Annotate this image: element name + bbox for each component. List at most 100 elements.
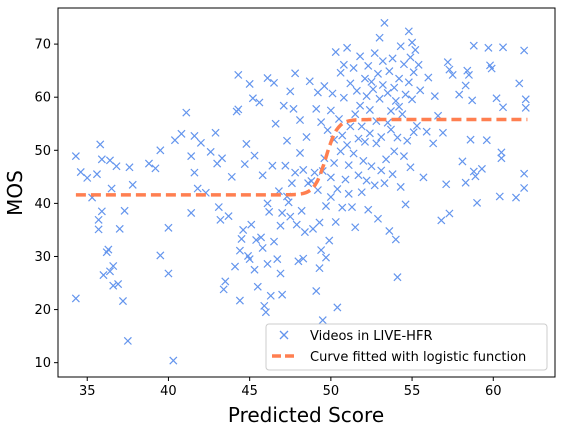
scatter-point — [370, 181, 379, 190]
scatter-point — [325, 236, 334, 245]
scatter-point — [234, 105, 243, 114]
scatter-point — [336, 68, 345, 77]
scatter-point — [344, 189, 353, 198]
y-tick-label: 40 — [34, 197, 51, 212]
scatter-point — [473, 198, 482, 207]
scatter-point — [390, 83, 399, 92]
scatter-point — [469, 41, 478, 50]
scatter-point — [362, 176, 371, 185]
scatter-point — [401, 200, 410, 209]
scatter-point — [295, 116, 305, 125]
scatter-point — [464, 70, 473, 79]
scatter-point — [445, 209, 454, 218]
scatter-point — [458, 157, 467, 166]
scatter-point — [438, 128, 447, 137]
scatter-point — [247, 220, 256, 229]
scatter-point — [169, 356, 178, 365]
scatter-point — [252, 235, 261, 245]
scatter-point — [437, 216, 446, 225]
scatter-point — [422, 127, 431, 136]
scatter-point — [261, 308, 270, 317]
scatter-point — [99, 271, 108, 280]
fitted-curve-line — [75, 117, 528, 197]
scatter-point — [250, 151, 259, 160]
scatter-point — [312, 104, 321, 113]
legend-box — [265, 323, 548, 371]
scatter-point — [170, 136, 179, 145]
scatter-point — [219, 285, 228, 294]
scatter-point — [120, 206, 129, 215]
scatter-point — [351, 110, 360, 119]
scatter-point — [339, 93, 348, 102]
scatter-point — [469, 167, 478, 176]
scatter-point — [144, 159, 153, 168]
scatter-point — [105, 267, 114, 276]
scatter-point — [318, 316, 327, 325]
scatter-point — [313, 186, 322, 195]
scatter-point — [419, 173, 428, 182]
scatter-point — [235, 296, 244, 305]
scatter-point — [373, 214, 382, 223]
scatter-point — [338, 203, 347, 212]
scatter-point — [289, 104, 298, 113]
scatter-point — [182, 108, 191, 117]
scatter-point — [354, 134, 363, 143]
scatter-point — [406, 53, 415, 62]
x-axis: 35 40 45 50 55 60 — [79, 377, 502, 399]
scatter-point — [334, 114, 344, 123]
scatter-point — [373, 69, 382, 78]
scatter-point — [404, 27, 413, 36]
scatter-point — [237, 234, 246, 243]
scatter-point — [515, 79, 524, 88]
scatter-point — [297, 206, 306, 215]
y-tick-label: 30 — [34, 250, 51, 265]
scatter-point — [492, 94, 501, 103]
scatter-point — [269, 237, 279, 246]
scatter-point — [295, 148, 305, 157]
scatter-point — [263, 199, 272, 208]
scatter-point — [391, 235, 400, 244]
y-axis: 10 20 30 40 50 60 70 — [34, 38, 58, 371]
scatter-point — [281, 161, 290, 170]
scatter-point — [362, 92, 371, 101]
scatter-point — [360, 137, 369, 146]
scatter-point — [357, 188, 366, 197]
plot-frame — [57, 7, 556, 378]
scatter-point — [278, 208, 287, 217]
x-tick-label: 50 — [323, 384, 340, 399]
scatter-point — [105, 156, 114, 165]
scatter-point — [468, 96, 477, 105]
scatter-point — [321, 253, 331, 262]
scatter-point — [235, 246, 244, 255]
scatter-point — [455, 90, 464, 99]
scatter-point — [395, 74, 404, 83]
scatter-point — [409, 128, 418, 137]
legend-marker-scatter-icon — [279, 330, 289, 340]
scatter-point — [401, 90, 410, 99]
scatter-point — [310, 168, 319, 177]
scatter-point — [386, 125, 395, 134]
scatter-point — [385, 67, 394, 76]
legend-label-curve: Curve fitted with logistic function — [310, 350, 526, 365]
scatter-point — [338, 131, 347, 140]
scatter-point — [104, 245, 113, 254]
scatter-point — [315, 218, 324, 227]
scatter-point — [326, 192, 335, 202]
scatter-point — [211, 128, 220, 137]
scatter-point — [414, 60, 423, 69]
scatter-point — [307, 177, 316, 186]
scatter-point — [331, 48, 340, 57]
scatter-point — [128, 180, 137, 189]
y-tick-label: 20 — [34, 303, 51, 318]
scatter-point — [326, 106, 335, 115]
scatter-point — [396, 42, 405, 51]
scatter-point — [71, 152, 80, 161]
fitted-curve — [75, 117, 528, 197]
scatter-point — [354, 171, 363, 180]
scatter-point — [94, 225, 103, 234]
scatter-point — [299, 254, 308, 263]
scatter-point — [357, 122, 366, 131]
legend: Videos in LIVE-HFR Curve fitted with log… — [265, 323, 548, 371]
scatter-point — [193, 184, 202, 193]
scatter-point — [391, 96, 400, 105]
